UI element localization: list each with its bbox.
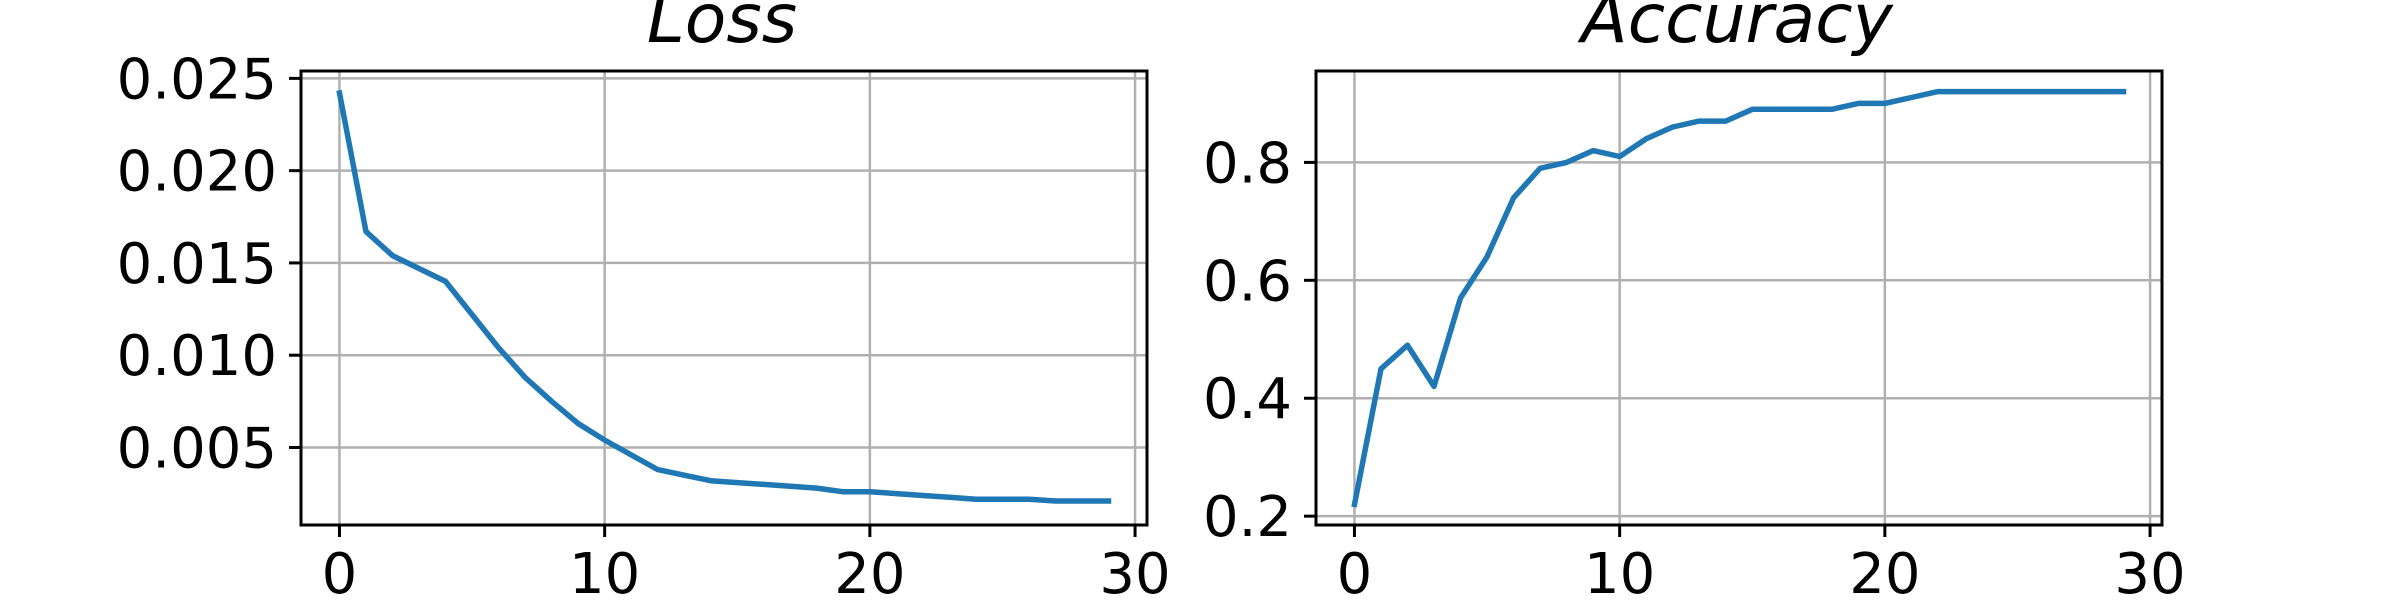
- accuracy-xtick-label-0: 0: [1337, 542, 1373, 600]
- accuracy-xtick-label-2: 20: [1849, 542, 1920, 600]
- accuracy-ytick-label-0: 0.2: [1203, 485, 1292, 550]
- accuracy-xtick-label-1: 10: [1584, 542, 1655, 600]
- loss-ytick-label-3: 0.020: [117, 140, 277, 205]
- loss-ytick-label-1: 0.010: [117, 324, 277, 389]
- accuracy-ytick-label-3: 0.8: [1203, 131, 1292, 196]
- loss-xtick-label-0: 0: [322, 542, 358, 600]
- accuracy-xtick-label-3: 30: [2114, 542, 2185, 600]
- accuracy-ytick-label-2: 0.6: [1203, 249, 1292, 314]
- loss-xtick-label-2: 20: [834, 542, 905, 600]
- accuracy-ytick-label-1: 0.4: [1203, 367, 1292, 432]
- loss-ytick-label-0: 0.005: [117, 416, 277, 481]
- loss-xtick-label-3: 30: [1099, 542, 1170, 600]
- loss-xtick-label-1: 10: [569, 542, 640, 600]
- loss-ytick-label-2: 0.015: [117, 232, 277, 297]
- accuracy-chart-title: Accuracy: [1577, 0, 1893, 59]
- loss-chart-title: Loss: [647, 0, 797, 59]
- loss-ytick-label-4: 0.025: [117, 47, 277, 112]
